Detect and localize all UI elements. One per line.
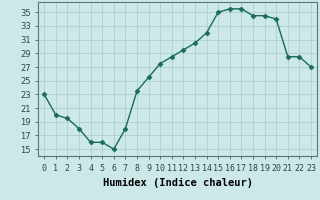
X-axis label: Humidex (Indice chaleur): Humidex (Indice chaleur) (103, 178, 252, 188)
